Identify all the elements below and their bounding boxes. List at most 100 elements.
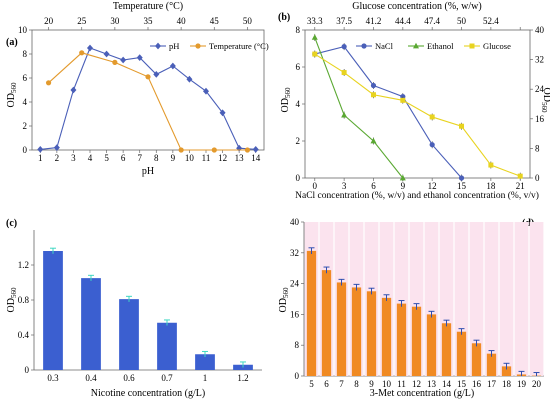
panel-d-y-axis-label: OD560 <box>278 287 290 312</box>
panel-b-point <box>429 114 435 120</box>
panel-c-bar <box>43 251 63 370</box>
panel-b-point <box>429 142 435 148</box>
panel-b-legend-label: NaCl <box>375 41 394 51</box>
panel-b-y2-tick-label: 16 <box>535 114 545 124</box>
panel-b-letter: (b) <box>278 12 290 23</box>
panel-d-x-tick-label: 7 <box>339 379 344 389</box>
panel-a-point <box>169 62 176 70</box>
panel-d-bar-shade <box>484 222 499 376</box>
panel-a-y-axis-label-sub: 560 <box>10 82 18 93</box>
panel-c-bar <box>81 278 101 370</box>
panel-b-point <box>400 97 406 103</box>
panel-c-y-tick-label: 0.4 <box>18 330 30 340</box>
panel-b-y-axis-label: OD560 <box>280 87 292 112</box>
panel-b-top-tick-label: 50 <box>457 16 467 26</box>
panel-a-point <box>103 50 110 58</box>
panel-b-y-tick-label: 0 <box>296 173 301 183</box>
panel-b-x-axis-title: NaCl concentration (%, w/v) and ethanol … <box>295 190 539 201</box>
panel-a-y-axis-label: OD560 <box>6 82 18 107</box>
panel-b-plot-frame <box>304 29 531 179</box>
panel-b-point <box>370 82 377 89</box>
panel-d-bar <box>441 323 452 376</box>
panel-d-x-tick-label: 13 <box>427 379 437 389</box>
panel-b-point <box>311 34 318 40</box>
panel-b-y2-tick-label: 32 <box>535 55 544 65</box>
panel-a-legend-marker <box>195 43 201 49</box>
panel-a-y-axis-label-main: OD <box>6 93 17 107</box>
svg-text:OD560: OD560 <box>6 82 18 107</box>
panel-a-x-tick-label: 11 <box>202 153 211 163</box>
panel-a-point <box>252 146 259 153</box>
panel-b-x-tick-label: 0 <box>313 181 318 191</box>
panel-b-y2-tick-label: 40 <box>535 25 545 35</box>
svg-text:OD560: OD560 <box>540 88 550 113</box>
panel-d-bar-shade <box>499 222 514 376</box>
panel-a-point <box>53 144 60 151</box>
panel-d-y-axis-label-sub: 560 <box>282 287 290 298</box>
panel-b: 0 3 6 9 12 15 18 21 33.3 37.5 41.2 44.4 47.4 50 52.4 0 2… <box>296 16 545 191</box>
panel-a-point <box>211 147 217 153</box>
panel-b-y-tick-label: 4 <box>296 99 301 109</box>
panel-b-top-tick-label: 37.5 <box>336 16 352 26</box>
panel-b-top-tick-label: 47.4 <box>424 16 440 26</box>
panel-a-top-tick-label: 40 <box>177 16 187 26</box>
panel-a-y-tick-label: 0 <box>23 145 28 155</box>
panel-d-bar-shade <box>529 222 544 376</box>
panel-d-bar <box>486 353 497 376</box>
panel-a-x-tick-label: 2 <box>55 153 60 163</box>
panel-d-bar <box>321 270 332 376</box>
panel-b-top-tick-label: 33.3 <box>307 16 323 26</box>
panel-a-letter: (a) <box>6 37 18 48</box>
panel-a-point <box>178 147 184 153</box>
panel-b-y-tick-label: 6 <box>296 62 301 72</box>
panel-a-y-tick-label: 2 <box>23 121 28 131</box>
panel-a-point <box>112 59 118 65</box>
panel-b-top-tick-label: 52.4 <box>483 16 499 26</box>
panel-a-x-tick-label: 4 <box>88 153 93 163</box>
panel-a-point <box>37 146 44 153</box>
panel-a-x-tick-label: 9 <box>171 153 176 163</box>
panel-d-x-tick-label: 6 <box>324 379 329 389</box>
panel-b-point <box>312 51 318 57</box>
panel-b-point <box>341 70 347 76</box>
panel-a-x-tick-label: 12 <box>218 153 227 163</box>
panel-b-point <box>458 175 465 181</box>
panel-b-x-tick-label: 21 <box>516 181 525 191</box>
panel-a-point <box>219 109 226 117</box>
panel-a-legend-marker <box>155 42 161 50</box>
panel-a-series-line <box>40 47 256 150</box>
panel-b-series-line <box>314 37 404 179</box>
panel-d-bar <box>336 282 347 376</box>
panel-b-legend-label: Ethanol <box>427 41 454 51</box>
panel-d-y-tick-label: 24 <box>290 279 300 289</box>
panel-b-legend-marker <box>413 42 419 49</box>
panel-d-bar <box>381 297 392 376</box>
panel-a-top-tick-label: 25 <box>77 16 87 26</box>
svg-text:OD560: OD560 <box>6 287 18 312</box>
panel-a-x-tick-label: 7 <box>137 153 142 163</box>
panel-b-point <box>341 44 347 50</box>
panel-a-x-tick-label: 6 <box>121 153 126 163</box>
panel-d-bar <box>501 366 512 376</box>
panel-d-y-tick-label: 40 <box>290 217 300 227</box>
panel-b-y2-tick-label: 0 <box>535 173 540 183</box>
panel-a-series-line <box>48 52 248 151</box>
panel-a-legend-label: Temperature (°C) <box>209 41 269 51</box>
panel-b-point <box>488 162 494 168</box>
panel-a-point <box>153 71 160 78</box>
panel-b-x-tick-label: 15 <box>457 181 467 191</box>
panel-a-x-axis-title: pH <box>142 166 154 177</box>
panel-a-point <box>79 50 85 56</box>
panel-a-x-tick-label: 8 <box>154 153 159 163</box>
panel-d-x-tick-label: 9 <box>369 379 374 389</box>
panel-a-point <box>203 87 209 95</box>
panel-b-y2-tick-label: 24 <box>535 84 545 94</box>
panel-d-bar <box>306 250 317 376</box>
panel-b-point <box>370 137 377 144</box>
panel-d-x-tick-label: 8 <box>354 379 359 389</box>
panel-c-y-tick-label: 0 <box>25 365 30 375</box>
panel-d-bar <box>456 331 467 376</box>
panel-c-x-tick-label: 0.3 <box>47 373 59 383</box>
